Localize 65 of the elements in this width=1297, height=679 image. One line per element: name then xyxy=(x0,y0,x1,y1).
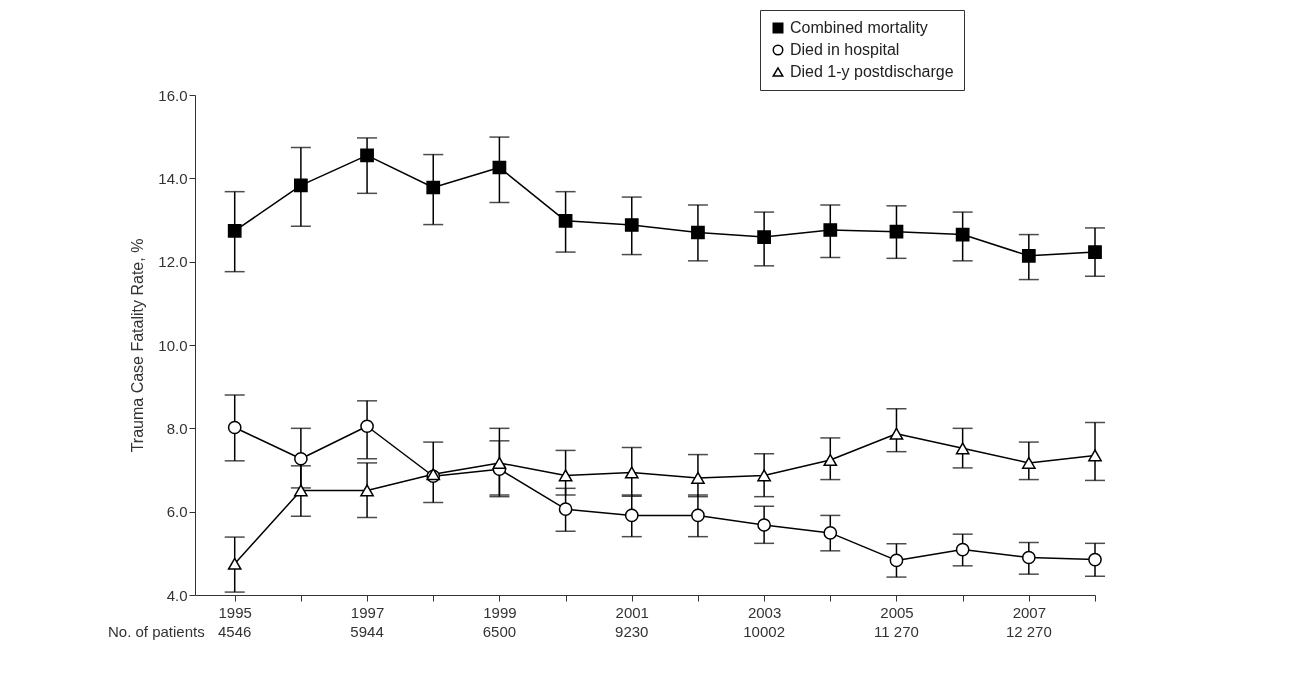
point xyxy=(691,225,705,240)
y-tick-label: 12.0 xyxy=(158,253,188,271)
point xyxy=(757,469,771,482)
point xyxy=(823,526,838,540)
legend-label: Died in hospital xyxy=(790,41,900,58)
x-tick-label: 2007 xyxy=(1012,603,1047,621)
point xyxy=(624,218,639,232)
point xyxy=(558,502,573,517)
text: 11 270 xyxy=(874,623,919,640)
point xyxy=(624,466,639,479)
text: 4546 xyxy=(218,623,252,640)
point xyxy=(426,180,441,195)
point xyxy=(1021,248,1036,263)
point xyxy=(1021,456,1036,469)
point xyxy=(294,178,308,193)
legend-label: Combined mortality xyxy=(790,19,928,36)
x-tick-label: 1995 xyxy=(218,603,252,621)
point xyxy=(227,420,242,435)
point xyxy=(558,469,573,482)
point xyxy=(889,224,904,239)
text: 10002 xyxy=(743,623,785,640)
point xyxy=(492,456,507,469)
point xyxy=(823,453,838,467)
point xyxy=(360,484,374,497)
legend-label: Died 1-y postdischarge xyxy=(790,63,954,80)
x-tick-label: 1999 xyxy=(483,603,517,621)
x-tick-label: 2003 xyxy=(747,603,782,621)
text: 12 270 xyxy=(1005,623,1052,640)
text: No. of patients xyxy=(107,623,205,640)
text: 9230 xyxy=(615,623,649,640)
point xyxy=(823,223,838,237)
point xyxy=(1088,552,1102,567)
point xyxy=(360,148,374,163)
point xyxy=(955,227,970,242)
y-tick-label: 16.0 xyxy=(158,86,188,104)
x-tick-label: 2005 xyxy=(880,603,914,621)
point xyxy=(757,518,771,532)
x-tick-label: 2001 xyxy=(615,603,649,621)
point xyxy=(757,230,771,244)
text: 6500 xyxy=(482,623,517,640)
point xyxy=(955,442,970,455)
text: 5944 xyxy=(350,623,384,640)
y-tick-label: 4.0 xyxy=(166,586,188,604)
point xyxy=(955,542,970,557)
y-tick-label: 10.0 xyxy=(158,336,188,354)
point xyxy=(1088,245,1102,259)
point xyxy=(624,508,639,523)
point xyxy=(889,427,904,440)
point xyxy=(294,451,308,466)
point xyxy=(227,223,242,238)
point xyxy=(889,553,904,568)
x-tick-label: 1997 xyxy=(350,603,385,621)
point xyxy=(1021,550,1036,565)
y-tick-label: 6.0 xyxy=(166,503,188,521)
point xyxy=(558,213,573,228)
point xyxy=(691,508,705,523)
point xyxy=(227,557,242,570)
point xyxy=(1088,449,1102,462)
y-tick-label: 14.0 xyxy=(158,169,188,187)
y-tick-label: 8.0 xyxy=(166,419,188,437)
y-axis-title: Trauma Case Fatality Rate, % xyxy=(129,238,147,453)
point xyxy=(360,419,374,434)
point xyxy=(492,160,507,175)
point xyxy=(691,471,705,484)
point xyxy=(294,484,308,497)
